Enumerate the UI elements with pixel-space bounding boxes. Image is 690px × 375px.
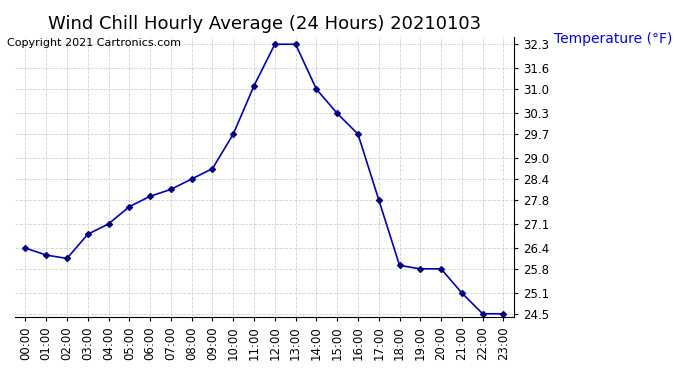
Y-axis label: Temperature (°F): Temperature (°F) [554, 32, 672, 46]
Title: Wind Chill Hourly Average (24 Hours) 20210103: Wind Chill Hourly Average (24 Hours) 202… [48, 15, 481, 33]
Text: Copyright 2021 Cartronics.com: Copyright 2021 Cartronics.com [7, 38, 181, 48]
